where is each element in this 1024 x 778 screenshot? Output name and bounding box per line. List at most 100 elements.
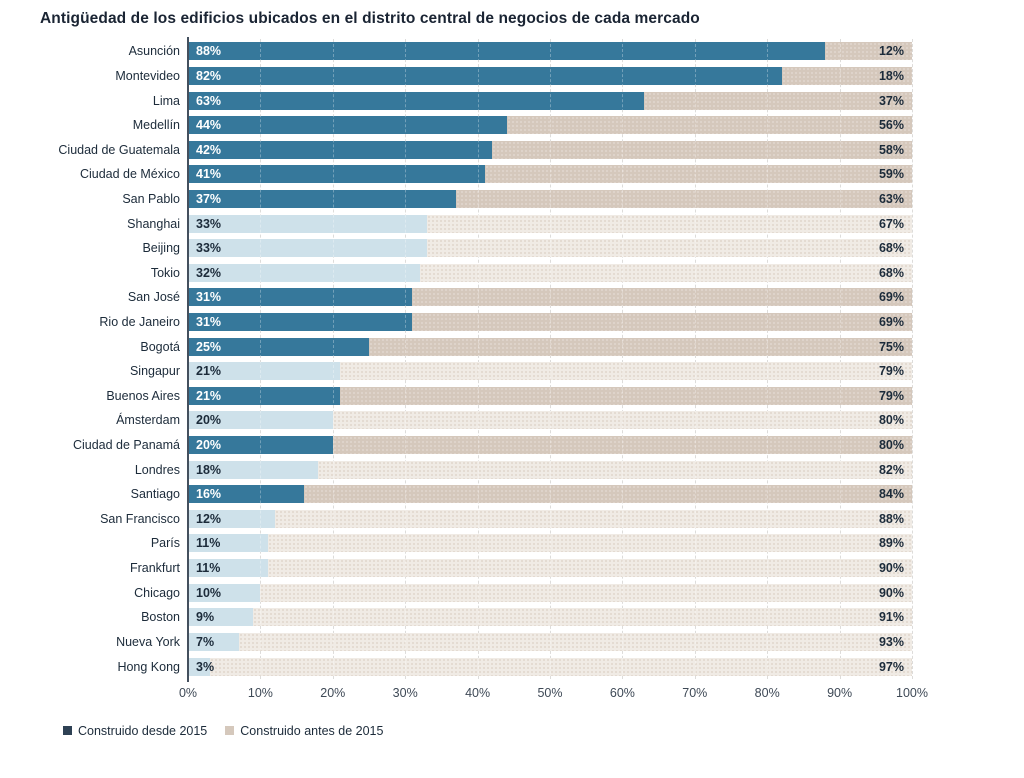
chart-row: San Pablo 37% 63% [40, 187, 912, 212]
city-label: Bogotá [140, 339, 180, 354]
bar-track: 33% 68% [188, 239, 912, 258]
bar-segment-antes-2015 [303, 485, 912, 504]
bar-value-desde: 21% [196, 388, 222, 403]
bar-value-antes: 63% [878, 191, 904, 206]
bar-track: 44% 56% [188, 116, 912, 135]
bar-track: 82% 18% [188, 66, 912, 85]
city-label: Shanghai [127, 216, 180, 231]
x-axis: 0% 10% 20% 30% 40% 50% 60% 70% 80% 90% 100% [179, 685, 928, 704]
chart-rows: Asunción 88% 12% Montevideo 82% 18% Lima… [40, 39, 912, 679]
city-label: Frankfurt [129, 561, 180, 576]
bar-segment-antes-2015 [781, 66, 912, 85]
bar-segment-desde-2015 [188, 337, 369, 356]
bar-track: 7% 93% [188, 632, 912, 651]
chart-row: Ciudad de México 41% 59% [40, 162, 912, 187]
city-label: Beijing [142, 241, 180, 256]
bar-segment-antes-2015 [369, 337, 912, 356]
city-label: Singapur [129, 364, 180, 379]
bar-segment-desde-2015 [188, 559, 268, 578]
chart-row: Ciudad de Guatemala 42% 58% [40, 137, 912, 162]
bar-value-desde: 9% [196, 610, 215, 625]
bar-segment-antes-2015 [419, 263, 912, 282]
chart-row: San Francisco 12% 88% [40, 507, 912, 532]
bar-value-antes: 79% [878, 388, 904, 403]
bar-track: 10% 90% [188, 583, 912, 602]
bar-value-antes: 56% [878, 118, 904, 133]
bar-segment-desde-2015 [188, 239, 427, 258]
bar-segment-antes-2015 [274, 509, 912, 528]
chart-row: Montevideo 82% 18% [40, 64, 912, 89]
bar-track: 20% 80% [188, 436, 912, 455]
bar-value-antes: 80% [878, 438, 904, 453]
bar-value-antes: 67% [878, 216, 904, 231]
bar-track: 31% 69% [188, 313, 912, 331]
legend-item-antes-2015: Construido antes de 2015 [225, 724, 383, 738]
bar-value-desde: 12% [196, 511, 222, 526]
bar-value-antes: 93% [878, 634, 904, 649]
bar-segment-desde-2015 [188, 460, 319, 479]
bar-value-antes: 90% [878, 585, 904, 600]
chart-row: Frankfurt 11% 90% [40, 556, 912, 581]
bar-value-desde: 44% [196, 118, 222, 133]
bar-segment-antes-2015 [644, 91, 912, 110]
chart-row: Ámsterdam 20% 80% [40, 408, 912, 433]
x-tick-label: 60% [609, 685, 635, 700]
bar-segment-desde-2015 [188, 608, 254, 627]
bar-value-desde: 10% [196, 585, 222, 600]
bar-segment-antes-2015 [332, 436, 912, 455]
chart-row: Rio de Janeiro 31% 69% [40, 310, 912, 335]
x-tick-label: 30% [392, 685, 418, 700]
bar-value-desde: 33% [196, 241, 222, 256]
bar-segment-desde-2015 [188, 140, 493, 159]
bar-value-desde: 3% [196, 659, 215, 674]
x-tick-label: 10% [247, 685, 273, 700]
bar-track: 33% 67% [188, 214, 912, 233]
city-label: Boston [141, 610, 180, 625]
bar-segment-antes-2015 [340, 362, 912, 381]
city-label: Medellín [132, 118, 180, 133]
bar-value-desde: 16% [196, 487, 222, 502]
chart-row: Medellín 44% 56% [40, 113, 912, 138]
bar-value-antes: 90% [878, 561, 904, 576]
chart-row: Nueva York 7% 93% [40, 630, 912, 655]
bar-value-desde: 88% [196, 44, 222, 59]
chart-row: Buenos Aires 21% 79% [40, 384, 912, 409]
chart-row: Tokio 32% 68% [40, 260, 912, 285]
chart-row: Beijing 33% 68% [40, 236, 912, 261]
city-label: Buenos Aires [106, 388, 180, 403]
bar-segment-antes-2015 [318, 460, 912, 479]
bar-segment-antes-2015 [267, 534, 912, 553]
bar-value-antes: 91% [878, 610, 904, 625]
bar-track: 25% 75% [188, 337, 912, 356]
chart-row: Ciudad de Panamá 20% 80% [40, 433, 912, 458]
bar-track: 31% 69% [188, 288, 912, 307]
bar-segment-antes-2015 [506, 116, 912, 135]
bar-segment-antes-2015 [412, 313, 912, 331]
city-label: San Francisco [100, 511, 180, 526]
bar-segment-antes-2015 [340, 386, 912, 405]
legend-label-antes: Construido antes de 2015 [240, 723, 384, 738]
chart-row: Singapur 21% 79% [40, 359, 912, 384]
bar-track: 37% 63% [188, 189, 912, 208]
chart-row: Hong Kong 3% 97% [40, 654, 912, 679]
bar-segment-desde-2015 [188, 386, 341, 405]
bar-value-desde: 18% [196, 462, 222, 477]
stacked-bar-chart: Asunción 88% 12% Montevideo 82% 18% Lima… [40, 37, 913, 682]
x-tick-label: 100% [896, 685, 928, 700]
bar-value-antes: 59% [878, 167, 904, 182]
bar-value-desde: 31% [196, 315, 222, 329]
city-label: Hong Kong [117, 659, 180, 674]
bar-track: 20% 80% [188, 411, 912, 430]
bar-segment-antes-2015 [412, 288, 912, 307]
city-label: Ciudad de México [79, 167, 180, 182]
bar-value-desde: 31% [196, 290, 222, 305]
bar-segment-antes-2015 [455, 189, 912, 208]
bar-value-antes: 68% [878, 241, 904, 256]
bar-segment-antes-2015 [260, 583, 912, 602]
city-label: San Pablo [122, 191, 180, 206]
bar-segment-desde-2015 [188, 534, 268, 553]
bar-value-antes: 69% [878, 315, 904, 329]
legend-label-desde: Construido desde 2015 [78, 723, 208, 738]
bar-track: 88% 12% [188, 42, 912, 61]
bar-value-antes: 79% [878, 364, 904, 379]
